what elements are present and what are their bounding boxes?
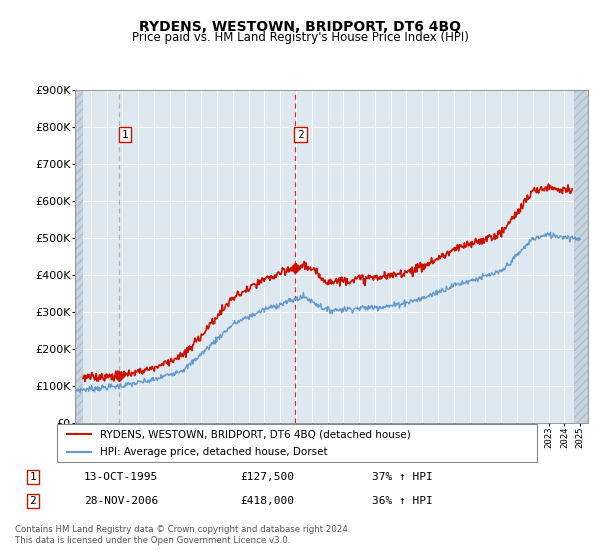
Text: 28-NOV-2006: 28-NOV-2006 (84, 496, 158, 506)
Text: 2: 2 (29, 496, 37, 506)
Text: 2: 2 (297, 129, 304, 139)
Text: HPI: Average price, detached house, Dorset: HPI: Average price, detached house, Dors… (100, 447, 328, 457)
Text: 37% ↑ HPI: 37% ↑ HPI (372, 472, 433, 482)
Text: RYDENS, WESTOWN, BRIDPORT, DT6 4BQ (detached house): RYDENS, WESTOWN, BRIDPORT, DT6 4BQ (deta… (100, 429, 411, 439)
Bar (574, 90, 588, 423)
Text: £418,000: £418,000 (240, 496, 294, 506)
Text: Contains HM Land Registry data © Crown copyright and database right 2024.
This d: Contains HM Land Registry data © Crown c… (15, 525, 350, 545)
Text: 13-OCT-1995: 13-OCT-1995 (84, 472, 158, 482)
Text: £127,500: £127,500 (240, 472, 294, 482)
Bar (75, 90, 83, 423)
FancyBboxPatch shape (57, 424, 537, 462)
Text: 1: 1 (29, 472, 37, 482)
Text: 36% ↑ HPI: 36% ↑ HPI (372, 496, 433, 506)
Text: Price paid vs. HM Land Registry's House Price Index (HPI): Price paid vs. HM Land Registry's House … (131, 31, 469, 44)
Text: 1: 1 (122, 129, 128, 139)
Text: RYDENS, WESTOWN, BRIDPORT, DT6 4BQ: RYDENS, WESTOWN, BRIDPORT, DT6 4BQ (139, 20, 461, 34)
